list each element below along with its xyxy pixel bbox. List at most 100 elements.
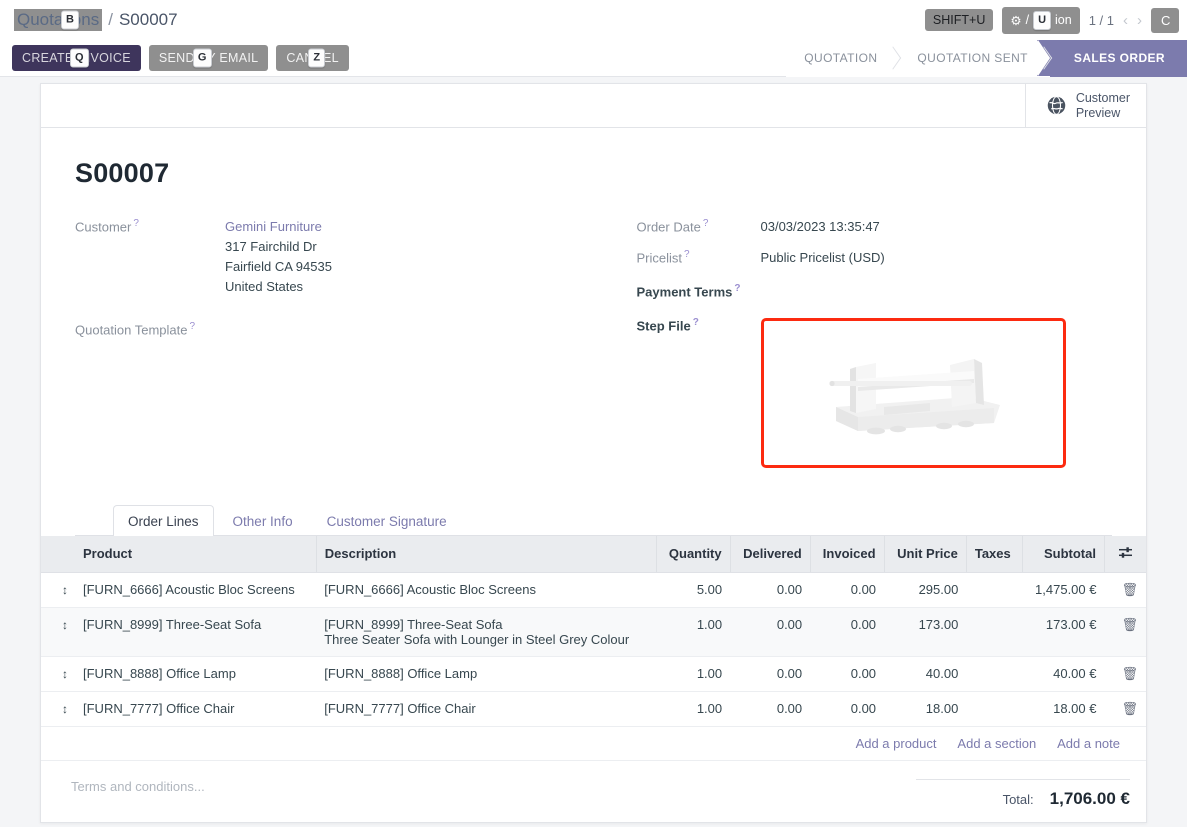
cell-product[interactable]: [FURN_6666] Acoustic Bloc Screens: [75, 572, 317, 608]
gear-icon: ⚙: [1010, 13, 1022, 28]
pager-counter: 1 / 1: [1088, 12, 1114, 28]
row-drag-handle[interactable]: ↕: [41, 607, 75, 657]
column-product[interactable]: Product: [75, 535, 317, 573]
clipped-edge-button[interactable]: C: [1151, 7, 1179, 33]
row-delete-button[interactable]: 🗑: [1104, 691, 1146, 727]
field-customer-value[interactable]: Gemini Furniture 317 Fairchild Dr Fairfi…: [225, 217, 332, 298]
cell-unit-price[interactable]: 18.00: [884, 691, 967, 727]
sort-handle-icon: ↕: [62, 617, 68, 632]
cell-quantity[interactable]: 1.00: [656, 691, 731, 727]
cell-description[interactable]: [FURN_8888] Office Lamp: [316, 656, 657, 692]
column-unit-price[interactable]: Unit Price: [884, 535, 967, 573]
column-quantity[interactable]: Quantity: [656, 535, 731, 573]
cell-invoiced[interactable]: 0.00: [810, 691, 885, 727]
column-description[interactable]: Description: [316, 535, 657, 573]
order-lines-table: Product Description Quantity Delivered I…: [41, 535, 1146, 761]
status-quotation[interactable]: QUOTATION: [786, 39, 900, 77]
status-quotation-sent[interactable]: QUOTATION SENT: [899, 39, 1050, 77]
cell-delivered[interactable]: 0.00: [730, 607, 811, 657]
cell-description[interactable]: [FURN_8999] Three-Seat Sofa Three Seater…: [316, 607, 657, 657]
create-invoice-button[interactable]: CREATE INVOICE Q: [12, 45, 141, 71]
customer-preview-button[interactable]: Customer Preview: [1024, 84, 1146, 127]
send-by-email-button[interactable]: SEND BY EMAIL G: [148, 45, 269, 71]
sort-handle-icon: ↕: [62, 582, 68, 597]
cell-unit-price[interactable]: 40.00: [884, 656, 967, 692]
row-delete-button[interactable]: 🗑: [1104, 572, 1146, 608]
button-status-bar: CREATE INVOICE Q SEND BY EMAIL G CANCEL …: [0, 39, 1187, 77]
cell-taxes[interactable]: [966, 607, 1023, 657]
cell-description[interactable]: [FURN_6666] Acoustic Bloc Screens: [316, 572, 657, 608]
field-order-date-value[interactable]: 03/03/2023 13:35:47: [760, 219, 880, 234]
cell-invoiced[interactable]: 0.00: [810, 572, 885, 608]
column-subtotal[interactable]: Subtotal: [1022, 535, 1105, 573]
cell-product[interactable]: [FURN_8888] Office Lamp: [75, 656, 317, 692]
tab-customer-signature[interactable]: Customer Signature: [326, 513, 447, 529]
customer-preview-label: Customer Preview: [1076, 91, 1130, 121]
trash-icon: 🗑: [1121, 665, 1138, 681]
cell-delivered[interactable]: 0.00: [730, 656, 811, 692]
help-icon[interactable]: ?: [734, 283, 741, 295]
shortcut-badge-q: Q: [70, 48, 89, 68]
help-icon[interactable]: ?: [692, 316, 699, 328]
breadcrumb-current-record: S00007: [118, 10, 178, 29]
cell-invoiced[interactable]: 0.00: [810, 607, 885, 657]
tab-order-lines[interactable]: Order Lines: [113, 504, 214, 536]
row-delete-button[interactable]: 🗑: [1104, 656, 1146, 692]
cell-product[interactable]: [FURN_7777] Office Chair: [75, 691, 317, 727]
cell-quantity[interactable]: 1.00: [656, 607, 731, 657]
row-delete-button[interactable]: 🗑: [1104, 607, 1146, 657]
cell-taxes[interactable]: [966, 691, 1023, 727]
sliders-icon[interactable]: [1104, 535, 1146, 573]
customer-link[interactable]: Gemini Furniture: [225, 219, 322, 234]
column-delivered[interactable]: Delivered: [730, 535, 811, 573]
step-file-3d-viewer[interactable]: [760, 317, 1066, 468]
order-footer: Terms and conditions... Total: 1,706.00 …: [41, 761, 1146, 809]
cell-taxes[interactable]: [966, 572, 1023, 608]
column-taxes[interactable]: Taxes: [966, 535, 1023, 573]
column-invoiced[interactable]: Invoiced: [810, 535, 885, 573]
table-row[interactable]: ↕ [FURN_7777] Office Chair [FURN_7777] O…: [41, 691, 1146, 727]
field-pricelist-value[interactable]: Public Pricelist (USD): [760, 250, 885, 266]
cell-unit-price[interactable]: 173.00: [884, 607, 967, 657]
action-menu-button[interactable]: ⚙ / U ion: [1002, 6, 1080, 34]
cell-quantity[interactable]: 1.00: [656, 656, 731, 692]
cell-taxes[interactable]: [966, 656, 1023, 692]
control-panel-right: SHIFT+U ⚙ / U ion 1 / 1 ‹ › C: [924, 6, 1179, 34]
customer-preview-line1: Customer: [1075, 90, 1130, 105]
table-row[interactable]: ↕ [FURN_6666] Acoustic Bloc Screens [FUR…: [41, 572, 1146, 608]
table-row[interactable]: ↕ [FURN_8888] Office Lamp [FURN_8888] Of…: [41, 656, 1146, 692]
status-sales-order-label: SALES ORDER: [1073, 51, 1165, 65]
cell-product[interactable]: [FURN_8999] Three-Seat Sofa: [75, 607, 317, 657]
pager-previous-button[interactable]: ‹: [1123, 11, 1128, 29]
help-icon[interactable]: ?: [702, 218, 709, 229]
help-icon[interactable]: ?: [684, 249, 690, 261]
help-icon[interactable]: ?: [189, 320, 196, 332]
cell-delivered[interactable]: 0.00: [730, 691, 811, 727]
row-drag-handle[interactable]: ↕: [41, 691, 75, 727]
field-quotation-template: Quotation Template?: [75, 320, 594, 337]
add-links-cell: Add a product Add a section Add a note: [41, 726, 1146, 761]
row-drag-handle[interactable]: ↕: [41, 572, 75, 608]
cell-quantity[interactable]: 5.00: [656, 572, 731, 608]
cell-invoiced[interactable]: 0.00: [810, 656, 885, 692]
tab-other-info[interactable]: Other Info: [232, 513, 293, 529]
order-lines-header: Product Description Quantity Delivered I…: [41, 535, 1146, 573]
cell-description[interactable]: [FURN_7777] Office Chair: [316, 691, 657, 727]
add-a-section-link[interactable]: Add a section: [957, 735, 1037, 751]
help-icon[interactable]: ?: [133, 218, 139, 229]
cell-delivered[interactable]: 0.00: [730, 572, 811, 608]
add-a-product-link[interactable]: Add a product: [855, 735, 937, 751]
status-sales-order[interactable]: SALES ORDER: [1036, 39, 1187, 77]
add-a-note-link[interactable]: Add a note: [1057, 735, 1120, 751]
table-row[interactable]: ↕ [FURN_8999] Three-Seat Sofa [FURN_8999…: [41, 607, 1146, 657]
cancel-button[interactable]: CANCEL Z: [276, 45, 349, 71]
cell-description-extra: Three Seater Sofa with Lounger in Steel …: [324, 631, 630, 647]
breadcrumb-parent-quotations[interactable]: Quotations B: [14, 9, 103, 31]
cell-unit-price[interactable]: 295.00: [884, 572, 967, 608]
action-menu-separator: /: [1025, 13, 1030, 27]
row-drag-handle[interactable]: ↕: [41, 656, 75, 692]
cell-description-main: [FURN_7777] Office Chair: [324, 700, 476, 716]
pager-next-button[interactable]: ›: [1137, 11, 1142, 29]
shortcut-badge-z: Z: [308, 48, 326, 68]
terms-and-conditions-input[interactable]: Terms and conditions...: [71, 778, 205, 794]
